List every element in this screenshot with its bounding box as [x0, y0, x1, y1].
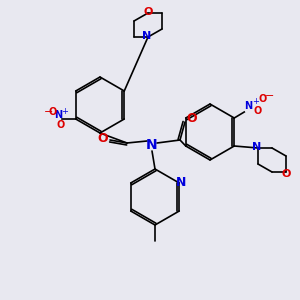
Text: −: − — [265, 91, 274, 101]
Text: −: − — [44, 107, 53, 117]
Text: O: O — [281, 169, 291, 179]
Text: +: + — [252, 97, 259, 106]
Text: N: N — [54, 110, 62, 120]
Text: +: + — [61, 106, 68, 116]
Text: O: O — [143, 7, 153, 17]
Text: N: N — [142, 31, 152, 41]
Text: O: O — [49, 107, 57, 117]
Text: O: O — [57, 120, 65, 130]
Text: O: O — [187, 112, 197, 125]
Text: N: N — [176, 176, 186, 190]
Text: N: N — [146, 138, 158, 152]
Text: O: O — [258, 94, 266, 104]
Text: O: O — [253, 106, 261, 116]
Text: N: N — [244, 101, 252, 111]
Text: N: N — [252, 142, 262, 152]
Text: O: O — [98, 131, 108, 145]
